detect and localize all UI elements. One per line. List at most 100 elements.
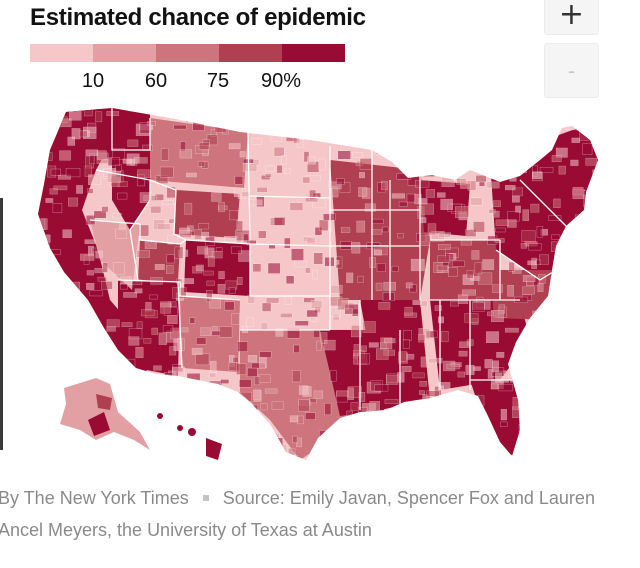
- county-cell: [373, 119, 380, 128]
- county-cell: [43, 242, 50, 249]
- county-cell: [476, 158, 484, 170]
- county-cell: [525, 442, 533, 454]
- county-cell: [401, 366, 412, 373]
- county-cell: [419, 234, 431, 246]
- county-cell: [458, 147, 471, 154]
- county-cell: [592, 169, 598, 180]
- county-cell: [583, 190, 594, 199]
- county-cell: [519, 403, 535, 414]
- county-cell: [313, 252, 324, 265]
- county-cell: [440, 198, 453, 210]
- county-cell: [131, 413, 139, 419]
- county-cell: [475, 452, 487, 460]
- county-cell: [215, 108, 230, 114]
- zoom-in-button[interactable]: +: [544, 0, 599, 35]
- county-cell: [357, 275, 364, 283]
- county-cell: [340, 454, 347, 460]
- county-cell: [436, 134, 446, 144]
- county-cell: [206, 280, 215, 286]
- county-cell: [560, 266, 575, 275]
- county-cell: [63, 360, 76, 368]
- county-cell: [565, 117, 578, 131]
- county-cell: [318, 219, 329, 231]
- county-cell: [62, 380, 73, 387]
- county-cell: [418, 334, 426, 343]
- county-cell: [265, 297, 280, 304]
- county-cell: [234, 175, 244, 185]
- county-cell: [512, 397, 525, 410]
- county-cell: [180, 278, 194, 285]
- county-cell: [190, 449, 200, 456]
- county-cell: [382, 148, 391, 157]
- region-east-texas: [320, 330, 384, 416]
- county-cell: [524, 453, 532, 460]
- county-cell: [214, 126, 227, 133]
- county-cell: [211, 251, 223, 259]
- county-cell: [67, 285, 74, 291]
- county-cell: [539, 254, 549, 265]
- county-cell: [550, 241, 566, 252]
- county-cell: [294, 320, 309, 326]
- county-cell: [391, 265, 399, 272]
- county-cell: [158, 332, 167, 345]
- county-cell: [601, 221, 611, 232]
- county-cell: [275, 114, 288, 124]
- county-cell: [483, 461, 489, 469]
- county-cell: [150, 205, 162, 214]
- county-cell: [118, 453, 125, 460]
- county-cell: [574, 223, 587, 233]
- county-cell: [338, 130, 346, 141]
- county-cell: [291, 248, 304, 261]
- us-county-map[interactable]: [0, 100, 640, 470]
- scrollbar[interactable]: [0, 198, 3, 450]
- county-cell: [197, 108, 207, 117]
- county-cell: [595, 255, 598, 262]
- county-cell: [280, 313, 293, 318]
- county-cell: [283, 455, 299, 460]
- county-cell: [548, 355, 563, 367]
- county-cell: [297, 415, 304, 425]
- county-cell: [248, 199, 263, 206]
- county-cell: [189, 457, 197, 460]
- county-cell: [181, 327, 189, 333]
- county-cell: [344, 308, 353, 315]
- county-cell: [356, 220, 366, 233]
- county-cell: [522, 286, 535, 295]
- region-florida: [470, 380, 524, 460]
- legend-tick-label: 90%: [260, 70, 302, 92]
- county-cell: [517, 165, 527, 174]
- county-cell: [482, 259, 495, 270]
- county-cell: [395, 116, 403, 128]
- county-cell: [55, 298, 67, 304]
- county-cell: [404, 306, 413, 316]
- county-cell: [218, 411, 227, 418]
- county-cell: [382, 442, 395, 448]
- county-cell: [206, 290, 213, 303]
- county-cell: [524, 394, 531, 400]
- county-cell: [414, 403, 424, 410]
- zoom-out-button[interactable]: -: [544, 43, 599, 98]
- county-cell: [438, 450, 450, 458]
- county-cell: [438, 232, 451, 238]
- county-cell: [70, 371, 80, 381]
- county-cell: [438, 244, 451, 250]
- credit-line-1: By The New York Times Source: Emily Javan…: [0, 488, 595, 509]
- county-cell: [466, 270, 474, 279]
- county-cell: [95, 250, 103, 259]
- county-cell: [492, 210, 500, 218]
- county-cell: [76, 185, 84, 194]
- county-cell: [494, 458, 505, 460]
- county-cell: [452, 260, 465, 267]
- county-cell: [517, 374, 529, 387]
- county-cell: [399, 126, 413, 138]
- county-cell: [550, 402, 565, 412]
- county-cell: [41, 133, 54, 142]
- county-cell: [450, 301, 459, 307]
- legend-swatch: [30, 44, 93, 62]
- county-cell: [499, 145, 508, 151]
- county-cell: [599, 342, 605, 351]
- legend-swatch: [282, 44, 345, 62]
- county-cell: [40, 218, 48, 230]
- county-cell: [512, 195, 520, 203]
- county-cell: [285, 275, 295, 285]
